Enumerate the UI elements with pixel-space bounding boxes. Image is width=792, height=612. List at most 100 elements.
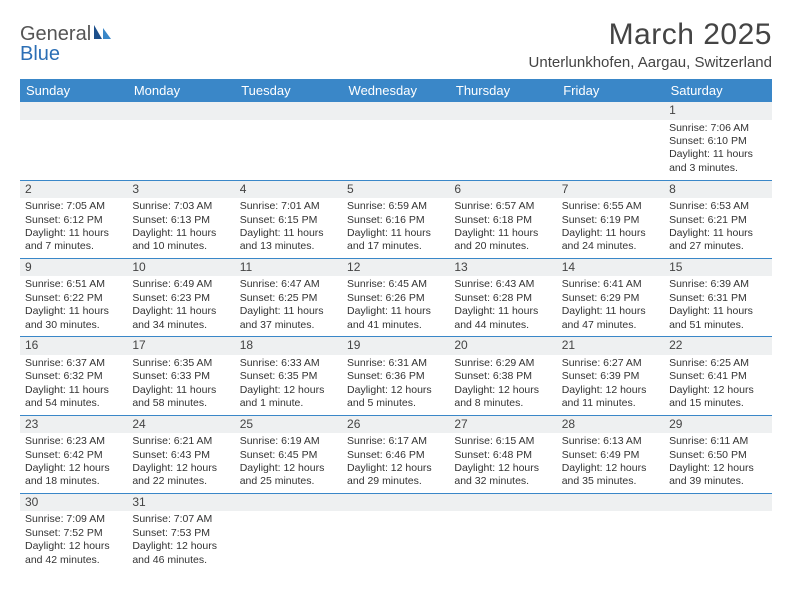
daylight-text-2: and 5 minutes.	[347, 397, 444, 410]
sunrise-text: Sunrise: 6:33 AM	[240, 357, 337, 370]
calendar-cell	[557, 102, 664, 180]
day-number	[235, 102, 342, 120]
daylight-text-2: and 1 minute.	[240, 397, 337, 410]
daylight-text-2: and 30 minutes.	[25, 319, 122, 332]
calendar-cell	[664, 493, 771, 571]
calendar-cell	[449, 493, 556, 571]
calendar-table: SundayMondayTuesdayWednesdayThursdayFrid…	[20, 79, 772, 571]
daylight-text-2: and 29 minutes.	[347, 475, 444, 488]
sunset-text: Sunset: 6:13 PM	[132, 214, 229, 227]
daylight-text-2: and 13 minutes.	[240, 240, 337, 253]
day-number: 28	[557, 416, 664, 434]
day-details: Sunrise: 6:21 AMSunset: 6:43 PMDaylight:…	[127, 433, 234, 493]
sunset-text: Sunset: 7:53 PM	[132, 527, 229, 540]
weekday-header: Tuesday	[235, 79, 342, 102]
daylight-text-2: and 17 minutes.	[347, 240, 444, 253]
daylight-text-2: and 44 minutes.	[454, 319, 551, 332]
day-number: 16	[20, 337, 127, 355]
daylight-text-2: and 22 minutes.	[132, 475, 229, 488]
calendar-cell: 7Sunrise: 6:55 AMSunset: 6:19 PMDaylight…	[557, 180, 664, 258]
sunrise-text: Sunrise: 7:09 AM	[25, 513, 122, 526]
sunrise-text: Sunrise: 6:57 AM	[454, 200, 551, 213]
daylight-text-1: Daylight: 11 hours	[562, 305, 659, 318]
daylight-text-2: and 20 minutes.	[454, 240, 551, 253]
calendar-cell: 11Sunrise: 6:47 AMSunset: 6:25 PMDayligh…	[235, 258, 342, 336]
sunset-text: Sunset: 6:35 PM	[240, 370, 337, 383]
calendar-cell: 12Sunrise: 6:45 AMSunset: 6:26 PMDayligh…	[342, 258, 449, 336]
daylight-text-1: Daylight: 11 hours	[132, 305, 229, 318]
weekday-header-row: SundayMondayTuesdayWednesdayThursdayFrid…	[20, 79, 772, 102]
daylight-text-1: Daylight: 12 hours	[669, 462, 766, 475]
daylight-text-2: and 11 minutes.	[562, 397, 659, 410]
day-details: Sunrise: 6:13 AMSunset: 6:49 PMDaylight:…	[557, 433, 664, 493]
day-number	[557, 494, 664, 512]
day-number: 8	[664, 181, 771, 199]
daylight-text-1: Daylight: 12 hours	[454, 384, 551, 397]
sunrise-text: Sunrise: 7:06 AM	[669, 122, 766, 135]
sunset-text: Sunset: 6:39 PM	[562, 370, 659, 383]
calendar-cell: 20Sunrise: 6:29 AMSunset: 6:38 PMDayligh…	[449, 337, 556, 415]
daylight-text-2: and 3 minutes.	[669, 162, 766, 175]
daylight-text-1: Daylight: 11 hours	[240, 305, 337, 318]
daylight-text-1: Daylight: 12 hours	[454, 462, 551, 475]
sunrise-text: Sunrise: 6:53 AM	[669, 200, 766, 213]
logo-text: General Blue	[20, 24, 113, 64]
day-number	[342, 494, 449, 512]
daylight-text-2: and 51 minutes.	[669, 319, 766, 332]
sunset-text: Sunset: 6:33 PM	[132, 370, 229, 383]
sunrise-text: Sunrise: 6:41 AM	[562, 278, 659, 291]
calendar-cell: 14Sunrise: 6:41 AMSunset: 6:29 PMDayligh…	[557, 258, 664, 336]
daylight-text-1: Daylight: 11 hours	[25, 384, 122, 397]
calendar-cell: 9Sunrise: 6:51 AMSunset: 6:22 PMDaylight…	[20, 258, 127, 336]
sunset-text: Sunset: 6:38 PM	[454, 370, 551, 383]
sunrise-text: Sunrise: 6:27 AM	[562, 357, 659, 370]
calendar-row: 2Sunrise: 7:05 AMSunset: 6:12 PMDaylight…	[20, 180, 772, 258]
day-details: Sunrise: 6:25 AMSunset: 6:41 PMDaylight:…	[664, 355, 771, 415]
day-details: Sunrise: 6:41 AMSunset: 6:29 PMDaylight:…	[557, 276, 664, 336]
daylight-text-1: Daylight: 11 hours	[25, 305, 122, 318]
daylight-text-1: Daylight: 11 hours	[669, 227, 766, 240]
sunrise-text: Sunrise: 6:37 AM	[25, 357, 122, 370]
day-number	[449, 494, 556, 512]
daylight-text-1: Daylight: 11 hours	[347, 227, 444, 240]
logo-word2: Blue	[20, 43, 60, 65]
day-number: 5	[342, 181, 449, 199]
sunset-text: Sunset: 6:22 PM	[25, 292, 122, 305]
day-number: 23	[20, 416, 127, 434]
day-number: 4	[235, 181, 342, 199]
calendar-cell	[235, 102, 342, 180]
sunrise-text: Sunrise: 6:25 AM	[669, 357, 766, 370]
daylight-text-2: and 8 minutes.	[454, 397, 551, 410]
day-details: Sunrise: 6:49 AMSunset: 6:23 PMDaylight:…	[127, 276, 234, 336]
day-details: Sunrise: 6:51 AMSunset: 6:22 PMDaylight:…	[20, 276, 127, 336]
calendar-row: 30Sunrise: 7:09 AMSunset: 7:52 PMDayligh…	[20, 493, 772, 571]
weekday-header: Saturday	[664, 79, 771, 102]
day-details: Sunrise: 6:31 AMSunset: 6:36 PMDaylight:…	[342, 355, 449, 415]
day-details: Sunrise: 6:33 AMSunset: 6:35 PMDaylight:…	[235, 355, 342, 415]
calendar-row: 9Sunrise: 6:51 AMSunset: 6:22 PMDaylight…	[20, 258, 772, 336]
sunset-text: Sunset: 6:50 PM	[669, 449, 766, 462]
daylight-text-2: and 37 minutes.	[240, 319, 337, 332]
sunset-text: Sunset: 6:23 PM	[132, 292, 229, 305]
daylight-text-2: and 42 minutes.	[25, 554, 122, 567]
sunset-text: Sunset: 6:49 PM	[562, 449, 659, 462]
daylight-text-2: and 24 minutes.	[562, 240, 659, 253]
sunset-text: Sunset: 6:12 PM	[25, 214, 122, 227]
sunset-text: Sunset: 6:48 PM	[454, 449, 551, 462]
calendar-cell: 5Sunrise: 6:59 AMSunset: 6:16 PMDaylight…	[342, 180, 449, 258]
sunrise-text: Sunrise: 7:07 AM	[132, 513, 229, 526]
sunset-text: Sunset: 6:29 PM	[562, 292, 659, 305]
sunset-text: Sunset: 6:42 PM	[25, 449, 122, 462]
sunset-text: Sunset: 6:21 PM	[669, 214, 766, 227]
calendar-cell: 29Sunrise: 6:11 AMSunset: 6:50 PMDayligh…	[664, 415, 771, 493]
calendar-cell: 19Sunrise: 6:31 AMSunset: 6:36 PMDayligh…	[342, 337, 449, 415]
calendar-cell: 26Sunrise: 6:17 AMSunset: 6:46 PMDayligh…	[342, 415, 449, 493]
day-details: Sunrise: 6:39 AMSunset: 6:31 PMDaylight:…	[664, 276, 771, 336]
daylight-text-1: Daylight: 11 hours	[454, 305, 551, 318]
sunrise-text: Sunrise: 6:47 AM	[240, 278, 337, 291]
calendar-cell: 18Sunrise: 6:33 AMSunset: 6:35 PMDayligh…	[235, 337, 342, 415]
header: General Blue March 2025 Unterlunkhofen, …	[20, 18, 772, 71]
sunset-text: Sunset: 6:10 PM	[669, 135, 766, 148]
day-details: Sunrise: 6:59 AMSunset: 6:16 PMDaylight:…	[342, 198, 449, 258]
sunrise-text: Sunrise: 6:17 AM	[347, 435, 444, 448]
